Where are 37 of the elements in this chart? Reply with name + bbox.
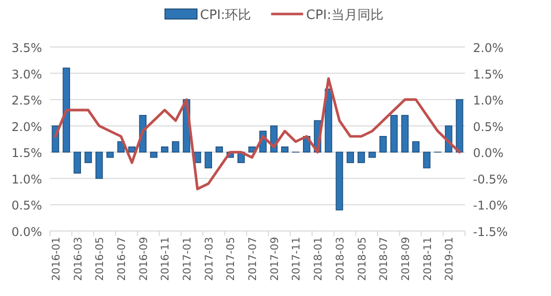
y-tick-label: 3.5% — [12, 41, 42, 55]
y-tick-label: 3.0% — [12, 67, 42, 82]
x-tick-label: 2016-01 — [50, 237, 62, 281]
y2-tick-label: 0.5% — [473, 120, 504, 134]
x-tick-label: 2019-01 — [444, 237, 456, 281]
x-tick-label: 2017-03 — [203, 237, 216, 281]
x-tick-label: 2017-11 — [290, 237, 303, 281]
y2-tick-label: 0.0% — [473, 146, 504, 160]
x-tick-label: 2016-03 — [72, 237, 84, 281]
y2-tick-label: -0.5% — [473, 172, 508, 186]
x-tick-label: 2018-11 — [422, 237, 434, 281]
x-tick-label: 2016-09 — [138, 237, 150, 281]
y-tick-label: 0.5% — [12, 198, 42, 213]
x-tick-label: 2018-07 — [378, 237, 390, 281]
y-tick-label: 0.0% — [12, 225, 42, 239]
x-tick-label: 2016-05 — [94, 237, 106, 281]
y2-tick-label: 1.0% — [473, 94, 504, 108]
x-tick-label: 2018-03 — [334, 237, 346, 281]
legend-label: CPI:当月同比 — [306, 8, 384, 23]
x-tick-label: 2016-07 — [116, 237, 128, 281]
x-tick-label: 2016-11 — [160, 237, 172, 281]
x-tick-label: 2018-09 — [400, 237, 412, 281]
x-tick-label: 2017-05 — [225, 237, 238, 281]
y-tick-label: 1.0% — [12, 172, 42, 186]
y2-tick-label: 1.5% — [473, 67, 504, 82]
y-tick-label: 1.5% — [12, 146, 42, 160]
legend-label: CPI:环比 — [200, 8, 252, 23]
x-tick-label: 2018-05 — [356, 237, 368, 281]
y-tick-label: 2.0% — [12, 120, 42, 134]
y2-tick-label: -1.5% — [473, 225, 508, 239]
y-tick-label: 2.5% — [12, 94, 42, 108]
y2-tick-label: -1.0% — [473, 198, 508, 213]
y2-tick-label: 2.0% — [473, 41, 504, 55]
x-tick-label: 2017-07 — [247, 237, 260, 281]
x-tick-label: 2018-01 — [312, 237, 325, 281]
x-tick-label: 2017-01 — [182, 237, 194, 281]
x-tick-label: 2017-09 — [268, 237, 281, 281]
